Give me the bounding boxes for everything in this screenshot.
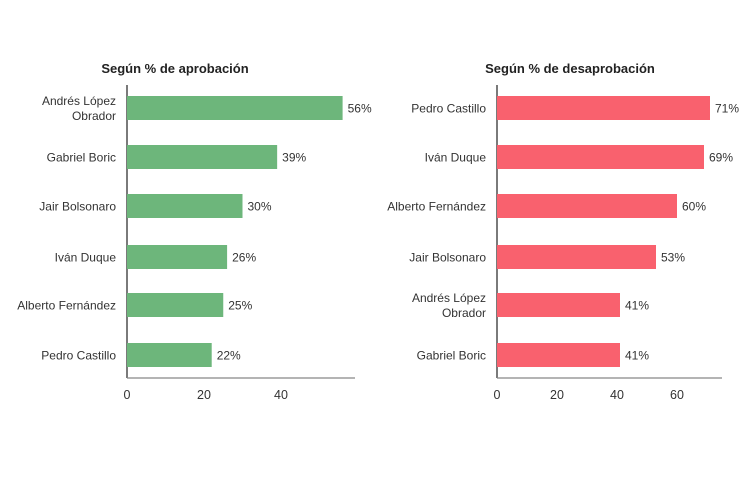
chart-2-x-tick-label: 0	[494, 388, 501, 402]
chart-2-x-tick-label: 40	[610, 388, 624, 402]
chart-1-category-label: Gabriel Boric	[47, 151, 116, 165]
chart-1-data-label: 22%	[217, 349, 241, 363]
chart-2-category-label: Andrés López	[412, 291, 486, 305]
chart-1-x-tick-label: 40	[274, 388, 288, 402]
chart-1-category-label: Obrador	[72, 109, 116, 123]
chart-2-category-label: Gabriel Boric	[417, 349, 486, 363]
chart-2-category-label: Pedro Castillo	[411, 102, 486, 116]
chart-1-bar	[127, 343, 212, 367]
chart-1-data-label: 56%	[348, 102, 372, 116]
chart-2-data-label: 69%	[709, 151, 733, 165]
chart-2-data-label: 60%	[682, 200, 706, 214]
chart-2-bar	[497, 194, 677, 218]
chart-2-category-label: Jair Bolsonaro	[409, 251, 486, 265]
chart-2-title: Según % de desaprobación	[485, 61, 655, 76]
chart-1-data-label: 39%	[282, 151, 306, 165]
chart-2-data-label: 53%	[661, 251, 685, 265]
chart-2-category-label: Obrador	[442, 306, 486, 320]
chart-2-bar	[497, 145, 704, 169]
chart-1-title: Según % de aprobación	[101, 61, 248, 76]
chart-2-bar	[497, 245, 656, 269]
chart-1-category-label: Iván Duque	[55, 251, 117, 265]
chart-2-data-label: 41%	[625, 299, 649, 313]
chart-1-category-label: Jair Bolsonaro	[39, 200, 116, 214]
chart-2-data-label: 71%	[715, 102, 739, 116]
chart-2-x-tick-label: 60	[670, 388, 684, 402]
chart-1-bar	[127, 293, 224, 317]
chart-1-category-label: Alberto Fernández	[17, 299, 116, 313]
chart-1-category-label: Pedro Castillo	[41, 349, 116, 363]
chart-1-x-tick-label: 20	[197, 388, 211, 402]
chart-2-category-label: Iván Duque	[425, 151, 487, 165]
chart-1-data-label: 25%	[228, 299, 252, 313]
chart-1-x-tick-label: 0	[124, 388, 131, 402]
chart-1-bar	[127, 245, 228, 269]
chart-1-data-label: 26%	[232, 251, 256, 265]
chart-2-bar	[497, 343, 620, 367]
chart-1-bar	[127, 145, 278, 169]
chart-2-bar	[497, 293, 620, 317]
chart-2-data-label: 41%	[625, 349, 649, 363]
chart-1-bar	[127, 194, 243, 218]
chart-2-x-tick-label: 20	[550, 388, 564, 402]
chart-2-bar	[497, 96, 710, 120]
chart-1-data-label: 30%	[248, 200, 272, 214]
chart-1-bar	[127, 96, 343, 120]
chart-1-category-label: Andrés López	[42, 94, 116, 108]
chart-2-category-label: Alberto Fernández	[387, 200, 486, 214]
